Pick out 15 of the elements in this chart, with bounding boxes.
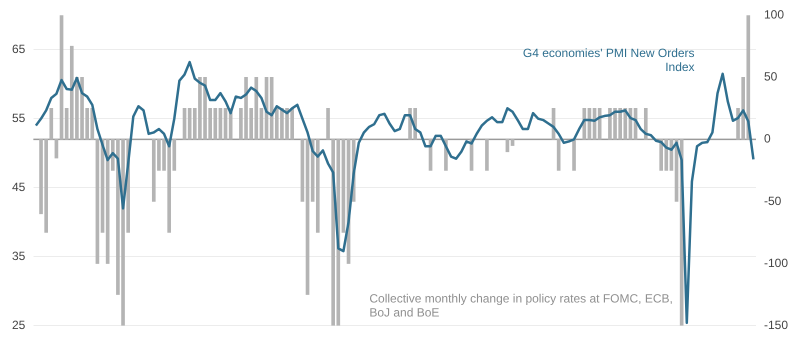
y2-tick-label: 0 <box>764 132 771 146</box>
bar <box>572 139 576 171</box>
y2-tick-label: 100 <box>764 8 784 22</box>
y-tick-label: 55 <box>12 110 26 125</box>
y2-tick-label: 50 <box>764 70 778 84</box>
y2-tick-label: -50 <box>764 194 782 208</box>
y2-tick-label: -100 <box>764 256 788 270</box>
bar <box>485 139 489 171</box>
series-label: Collective monthly change in policy rates at FOMC, ECB, BoJ and BoE <box>369 291 673 320</box>
y-tick-label: 45 <box>12 180 26 194</box>
y-tick-label: 35 <box>12 248 26 263</box>
y2-tick-label: -150 <box>764 318 788 332</box>
text: G4 economies' PMI New Orders Index <box>522 46 695 74</box>
y-tick-label: 25 <box>12 318 26 332</box>
y-tick-label: 65 <box>12 42 26 56</box>
